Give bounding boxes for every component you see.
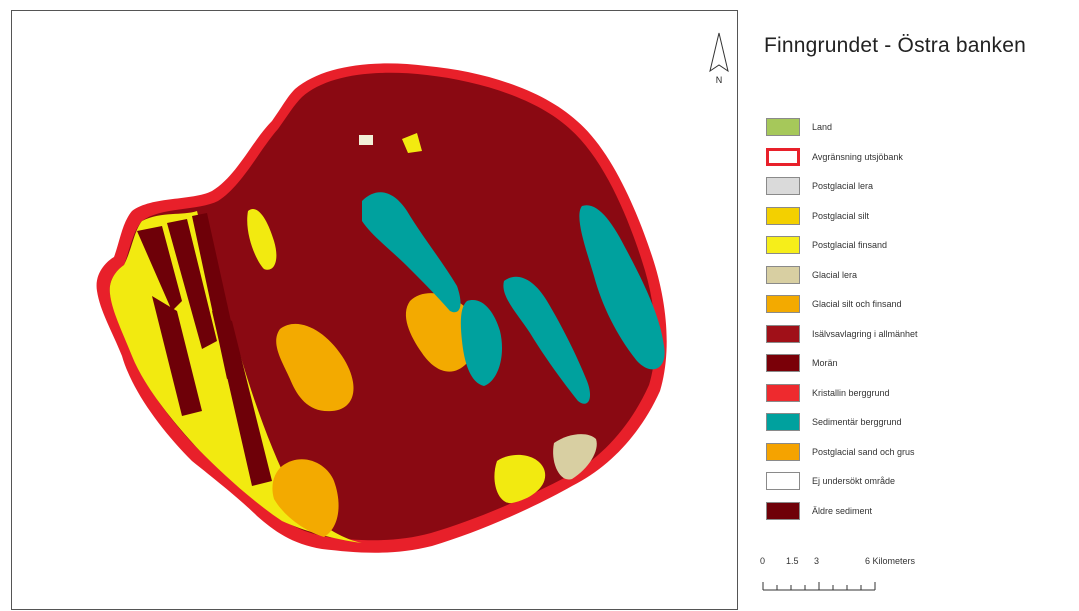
- scale-label-0: 0: [760, 556, 766, 566]
- legend-swatch: [766, 265, 800, 284]
- legend-label: Ej undersökt område: [812, 476, 896, 486]
- legend-swatch: [766, 324, 800, 343]
- sedimentary-rock-mid: [460, 300, 503, 386]
- map-title: Finngrundet - Östra banken: [764, 34, 1027, 57]
- legend-swatch: [766, 206, 800, 225]
- scale-label-1: 1.5: [786, 556, 799, 566]
- legend-item-unsurveyed: Ej undersökt område: [766, 472, 918, 502]
- postglacial-clay-patch: [359, 135, 373, 145]
- legend-label: Avgränsning utsjöbank: [812, 151, 903, 162]
- legend-label: Postglacial finsand: [812, 240, 888, 250]
- legend-label: Postglacial lera: [812, 181, 874, 191]
- north-label: N: [715, 75, 723, 85]
- scale-label-2: 3: [814, 556, 820, 566]
- legend-swatch: [766, 413, 800, 431]
- legend-item-crystalline: Kristallin berggrund: [766, 383, 918, 414]
- sedimentary-rock-far-east: [579, 205, 665, 370]
- western-moraine-strips: [137, 213, 272, 486]
- legend-item-postglacial-clay: Postglacial lera: [766, 177, 918, 207]
- map-frame: N: [11, 10, 738, 610]
- sedimentary-rock-east: [503, 276, 591, 404]
- glacial-clay-southeast: [553, 434, 597, 480]
- legend-swatch: [766, 118, 800, 136]
- legend-label: Isälvsavlagring i allmänhet: [812, 328, 918, 339]
- legend-item-glaciofluvial: Isälvsavlagring i allmänhet: [766, 324, 918, 355]
- legend-item-postglacial-finsand: Postglacial finsand: [766, 236, 918, 266]
- legend-label: Glacial silt och finsand: [812, 299, 902, 309]
- legend-swatch: [766, 383, 800, 402]
- scale-label-3: 6 Kilometers: [865, 556, 916, 566]
- north-arrow-icon: [709, 32, 729, 73]
- geology-map: [96, 63, 667, 553]
- legend-item-moraine: Morän: [766, 354, 918, 384]
- scale-ticks: [762, 582, 876, 591]
- glacial-silt-south: [272, 459, 339, 537]
- legend-swatch: [766, 501, 800, 520]
- legend-label: Kristallin berggrund: [812, 387, 890, 398]
- legend-swatch: [766, 354, 800, 372]
- sedimentary-rock-west: [362, 192, 461, 313]
- finsand-north: [247, 133, 422, 270]
- legend-label: Sedimentär berggrund: [812, 417, 902, 427]
- legend-label: Äldre sediment: [812, 505, 873, 516]
- legend-item-postglacial-silt: Postglacial silt: [766, 206, 918, 237]
- legend-swatch: [766, 442, 800, 461]
- legend-label: Glacial lera: [812, 269, 858, 280]
- legend-swatch: [766, 236, 800, 254]
- legend-item-older-sediment: Äldre sediment: [766, 501, 918, 532]
- legend: Finngrundet - Östra banken Land Avgränsn…: [758, 34, 1078, 520]
- legend-swatch: [766, 147, 800, 166]
- scale-bar: 0 1.5 3 6 Kilometers: [758, 556, 1058, 592]
- glacial-silt-central: [276, 323, 354, 412]
- legend-swatch: [766, 177, 800, 195]
- legend-item-land: Land: [766, 118, 918, 148]
- legend-label: Postglacial sand och grus: [812, 446, 915, 457]
- legend-label: Land: [812, 122, 833, 132]
- glacial-silt-east: [405, 293, 478, 372]
- legend-label: Postglacial silt: [812, 210, 870, 221]
- finsand-south: [494, 454, 546, 504]
- legend-item-boundary: Avgränsning utsjöbank: [766, 147, 918, 178]
- legend-item-glacial-silt: Glacial silt och finsand: [766, 295, 918, 325]
- legend-item-glacial-clay: Glacial lera: [766, 265, 918, 296]
- legend-item-sand-gravel: Postglacial sand och grus: [766, 442, 918, 473]
- legend-swatch: [766, 472, 800, 490]
- legend-label: Morän: [812, 358, 838, 368]
- legend-swatch: [766, 295, 800, 313]
- legend-item-sedimentary: Sedimentär berggrund: [766, 413, 918, 443]
- legend-list: Land Avgränsning utsjöbank Postglacial l…: [766, 118, 918, 531]
